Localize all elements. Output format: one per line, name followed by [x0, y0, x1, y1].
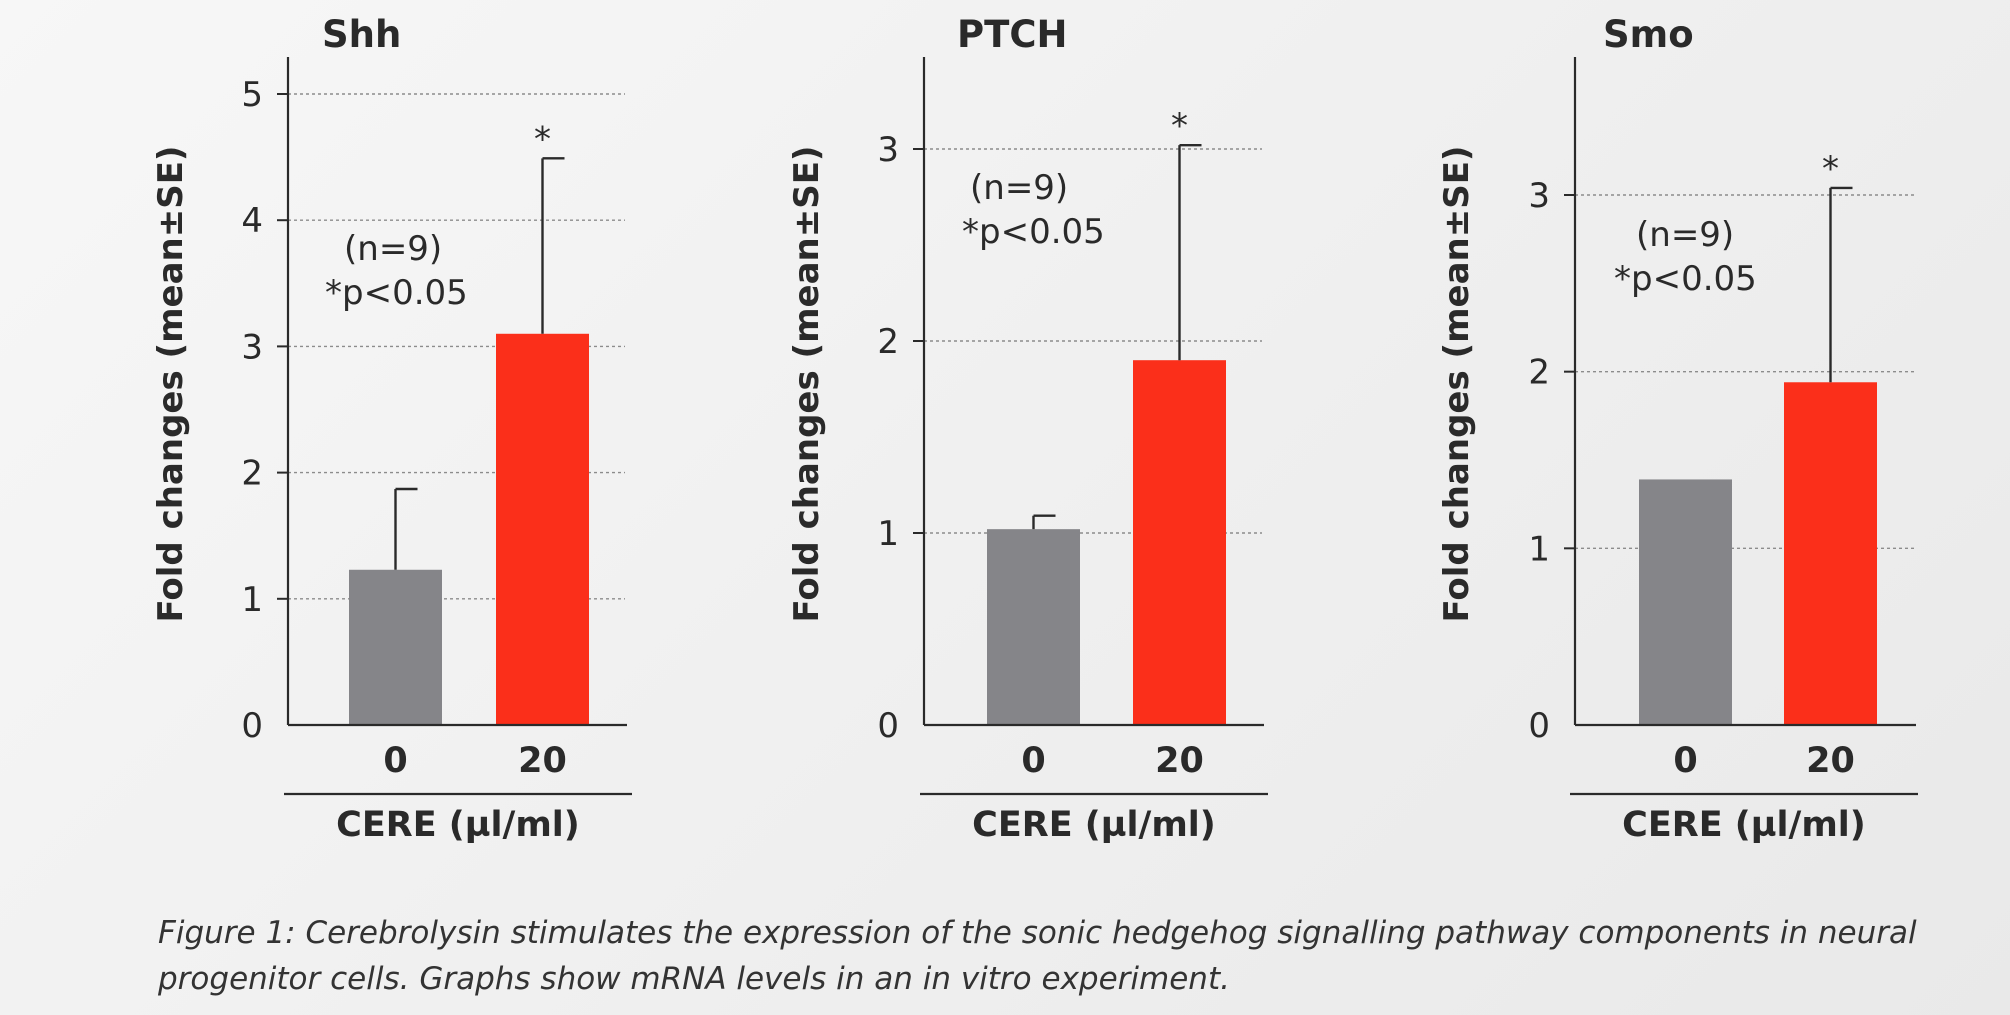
- chart-annotation: *p<0.05: [325, 273, 468, 313]
- y-tick-label: 4: [241, 201, 263, 241]
- bar-0: [349, 569, 442, 725]
- chart-annotation: (n=9): [970, 168, 1068, 208]
- significance-marker: *: [1171, 106, 1188, 146]
- y-axis-label: Fold changes (mean±SE): [151, 146, 191, 623]
- y-tick-label: 0: [1528, 706, 1550, 746]
- y-tick-label: 2: [241, 454, 263, 494]
- y-tick-label: 3: [877, 130, 899, 170]
- significance-marker: *: [534, 119, 551, 159]
- y-tick-label: 0: [241, 706, 263, 746]
- x-tick-label: 20: [1806, 741, 1855, 781]
- bar-20: [1784, 382, 1877, 725]
- y-tick-label: 1: [1528, 529, 1550, 569]
- chart-panel-1: 0 1 2 3 4 5 0 * 20 Shh (n=9)*p<0.05 Fold changes (m…: [151, 13, 632, 845]
- x-tick-label: 0: [1021, 741, 1045, 781]
- x-tick-label: 0: [383, 741, 407, 781]
- chart-annotation: *p<0.05: [1614, 259, 1757, 299]
- chart-panel-2: 0 1 2 3 0 * 20 PTCH (n=9)*p<0.05 Fold changes (me…: [787, 13, 1268, 845]
- y-tick-label: 3: [1528, 176, 1550, 216]
- x-tick-label: 20: [518, 741, 567, 781]
- y-tick-label: 2: [1528, 353, 1550, 393]
- bar-20: [1133, 360, 1226, 725]
- x-axis-label: CERE (µl/ml): [336, 805, 580, 845]
- significance-marker: *: [1822, 149, 1839, 189]
- y-tick-label: 2: [877, 322, 899, 362]
- x-axis-label: CERE (µl/ml): [972, 805, 1216, 845]
- x-axis-label: CERE (µl/ml): [1622, 805, 1866, 845]
- y-tick-label: 5: [241, 75, 263, 115]
- y-tick-label: 3: [241, 327, 263, 367]
- x-tick-label: 20: [1155, 741, 1204, 781]
- chart-title: Shh: [322, 13, 401, 56]
- chart-annotation: (n=9): [1636, 215, 1734, 255]
- chart-title: Smo: [1603, 13, 1694, 56]
- y-tick-label: 1: [241, 580, 263, 620]
- bar-0: [1639, 479, 1732, 725]
- chart-title: PTCH: [957, 13, 1067, 56]
- y-tick-label: 1: [877, 514, 899, 554]
- bar-0: [987, 529, 1080, 725]
- y-axis-label: Fold changes (mean±SE): [1437, 146, 1477, 623]
- y-tick-label: 0: [877, 706, 899, 746]
- x-tick-label: 0: [1673, 741, 1697, 781]
- chart-annotation: *p<0.05: [962, 212, 1105, 252]
- chart-annotation: (n=9): [344, 229, 442, 269]
- y-axis-label: Fold changes (mean±SE): [787, 146, 827, 623]
- bar-20: [496, 333, 589, 725]
- figure-caption: Figure 1: Cerebrolysin stimulates the ex…: [158, 915, 1917, 997]
- chart-panel-3: 0 1 2 3 0 * 20 Smo (n=9)*p<0.05 Fold changes (mea…: [1437, 13, 1918, 845]
